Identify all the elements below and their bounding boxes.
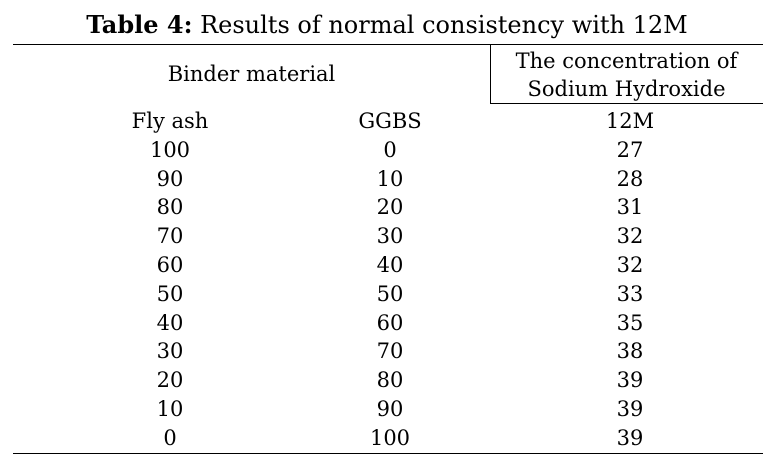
ggbs-cell: 90 bbox=[376, 396, 404, 421]
ggbs-cell: 30 bbox=[376, 224, 404, 249]
fly-ash-cell: 40 bbox=[156, 310, 184, 335]
table-row: 0 100 39 bbox=[13, 424, 763, 453]
header-binder-material: Binder material bbox=[167, 62, 336, 86]
table-row: 100 0 27 bbox=[13, 136, 763, 165]
consistency-cell: 39 bbox=[616, 396, 644, 421]
header-concentration: The concentration of Sodium Hydroxide bbox=[490, 47, 763, 103]
ggbs-cell: 0 bbox=[383, 137, 397, 162]
ggbs-cell: 70 bbox=[376, 339, 404, 364]
table-caption: Table 4: Results of normal consistency w… bbox=[0, 10, 774, 40]
fly-ash-cell: 70 bbox=[156, 224, 184, 249]
consistency-cell: 27 bbox=[616, 137, 644, 162]
table-row: 90 10 28 bbox=[13, 165, 763, 194]
consistency-cell: 33 bbox=[616, 281, 644, 306]
consistency-cell: 28 bbox=[616, 166, 644, 191]
header-column-divider bbox=[490, 44, 491, 103]
ggbs-cell: 60 bbox=[376, 310, 404, 335]
fly-ash-cell: 100 bbox=[149, 137, 191, 162]
ggbs-cell: 40 bbox=[376, 252, 404, 277]
table-bottom-rule bbox=[13, 453, 763, 454]
column-header-row: Fly ash GGBS 12M bbox=[13, 107, 763, 136]
table-row: 10 90 39 bbox=[13, 395, 763, 424]
table-caption-label: Table 4: bbox=[86, 10, 193, 39]
fly-ash-cell: 0 bbox=[163, 425, 177, 450]
table-row: 30 70 38 bbox=[13, 337, 763, 366]
fly-ash-cell: 10 bbox=[156, 396, 184, 421]
column-header-fly-ash: Fly ash bbox=[131, 109, 209, 133]
ggbs-cell: 10 bbox=[376, 166, 404, 191]
table-row: 40 60 35 bbox=[13, 309, 763, 338]
ggbs-cell: 80 bbox=[376, 368, 404, 393]
fly-ash-cell: 20 bbox=[156, 368, 184, 393]
column-header-12m: 12M bbox=[605, 109, 655, 133]
ggbs-cell: 50 bbox=[376, 281, 404, 306]
consistency-cell: 31 bbox=[616, 195, 644, 220]
consistency-cell: 39 bbox=[616, 425, 644, 450]
consistency-cell: 35 bbox=[616, 310, 644, 335]
table-row: 60 40 32 bbox=[13, 251, 763, 280]
column-header-ggbs: GGBS bbox=[358, 109, 422, 133]
consistency-cell: 39 bbox=[616, 368, 644, 393]
consistency-cell: 32 bbox=[616, 224, 644, 249]
table-row: 50 50 33 bbox=[13, 280, 763, 309]
fly-ash-cell: 30 bbox=[156, 339, 184, 364]
fly-ash-cell: 80 bbox=[156, 195, 184, 220]
ggbs-cell: 100 bbox=[369, 425, 411, 450]
consistency-cell: 32 bbox=[616, 252, 644, 277]
fly-ash-cell: 60 bbox=[156, 252, 184, 277]
header-underline bbox=[490, 103, 763, 104]
table-row: 70 30 32 bbox=[13, 222, 763, 251]
table-row: 20 80 39 bbox=[13, 366, 763, 395]
table-row: 80 20 31 bbox=[13, 193, 763, 222]
table-body: Fly ash GGBS 12M 100 0 27 90 10 28 80 20… bbox=[13, 107, 763, 453]
table-caption-text: Results of normal consistency with 12M bbox=[200, 11, 688, 39]
ggbs-cell: 20 bbox=[376, 195, 404, 220]
header-concentration-line1: The concentration of bbox=[515, 49, 738, 73]
header-concentration-line2: Sodium Hydroxide bbox=[527, 77, 726, 101]
consistency-cell: 38 bbox=[616, 339, 644, 364]
fly-ash-cell: 90 bbox=[156, 166, 184, 191]
table-top-rule bbox=[13, 44, 763, 45]
fly-ash-cell: 50 bbox=[156, 281, 184, 306]
